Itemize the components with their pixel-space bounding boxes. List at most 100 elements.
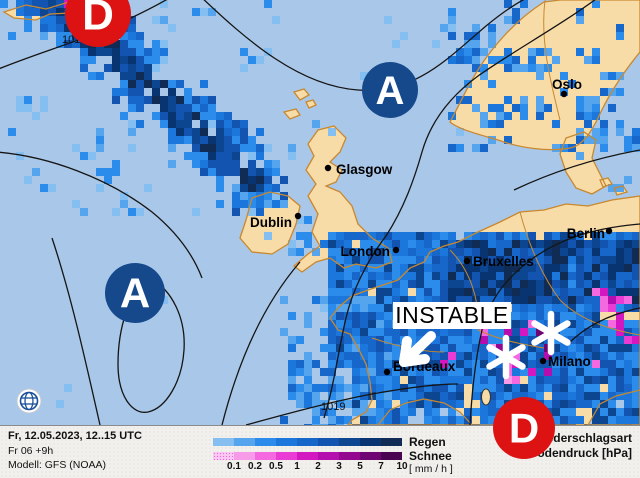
coastline [329, 195, 640, 425]
precip-cell [616, 416, 624, 424]
precip-cell [504, 0, 512, 8]
precip-cell [456, 368, 464, 376]
precip-cell [448, 232, 456, 240]
precip-cell [592, 48, 600, 56]
precip-cell [352, 312, 360, 320]
precip-cell [584, 352, 592, 360]
snow-scale-segment [276, 452, 297, 460]
precip-cell [488, 232, 496, 240]
precip-cell [176, 104, 184, 112]
precip-cell [128, 16, 136, 24]
precip-cell [368, 352, 376, 360]
precip-cell [624, 384, 632, 392]
precip-cell [408, 264, 416, 272]
precip-cell [0, 0, 8, 8]
precip-cell [528, 240, 536, 248]
precip-cell [536, 72, 544, 80]
precip-cell [624, 352, 632, 360]
precip-cell [240, 184, 248, 192]
precip-cell [480, 280, 488, 288]
precip-cell [344, 384, 352, 392]
precip-cell [584, 280, 592, 288]
precip-cell [608, 104, 616, 112]
precip-cell [416, 328, 424, 336]
precip-cell [584, 344, 592, 352]
precip-cell [560, 408, 568, 416]
precip-cell [480, 344, 488, 352]
precip-cell [328, 408, 336, 416]
snow-scale-segment [318, 452, 339, 460]
isobar-line [51, 237, 101, 425]
precip-cell [624, 256, 632, 264]
country-border [519, 211, 561, 301]
precip-cell [592, 304, 600, 312]
precip-cell [600, 344, 608, 352]
precip-cell [560, 144, 568, 152]
precip-cell [624, 344, 632, 352]
precip-cell [520, 264, 528, 272]
precip-cell [168, 128, 176, 136]
city-dot-dublin [294, 212, 302, 220]
snow-scale-segment [339, 452, 360, 460]
precip-cell [608, 288, 616, 296]
precip-cell [616, 248, 624, 256]
precip-cell [88, 72, 96, 80]
precip-cell [440, 360, 448, 368]
precip-cell [576, 376, 584, 384]
pressure-label: Bodendruck [hPa] [528, 446, 632, 460]
scale-tick-label: 0.5 [269, 461, 283, 472]
precip-cell [240, 192, 248, 200]
precip-cell [304, 216, 312, 224]
precip-cell [368, 336, 376, 344]
precip-cell [168, 112, 176, 120]
precip-cell [384, 376, 392, 384]
precip-cell [288, 312, 296, 320]
precip-cell [32, 112, 40, 120]
precip-cell [384, 328, 392, 336]
precip-cell [448, 8, 456, 16]
coastline [292, 125, 393, 273]
precip-cell [304, 320, 312, 328]
precip-cell [336, 320, 344, 328]
precip-cell [496, 256, 504, 264]
precip-cell [488, 80, 496, 88]
precip-cell [584, 120, 592, 128]
precip-cell [472, 104, 480, 112]
precip-cell [472, 368, 480, 376]
precip-cell [104, 40, 112, 48]
precip-cell [560, 328, 568, 336]
precip-cell [448, 416, 456, 424]
precip-cell [288, 240, 296, 248]
precip-cell [528, 248, 536, 256]
precip-cell [472, 280, 480, 288]
precip-cell [536, 360, 544, 368]
precip-cell [624, 336, 632, 344]
precip-cell [504, 48, 512, 56]
precip-cell [552, 336, 560, 344]
precip-cell [288, 248, 296, 256]
precip-cell [128, 96, 136, 104]
precip-cell [368, 344, 376, 352]
precip-cell [304, 240, 312, 248]
precip-cell [464, 360, 472, 368]
precip-cell [632, 344, 640, 352]
precip-cell [440, 368, 448, 376]
precip-cell [608, 392, 616, 400]
precip-cell [416, 248, 424, 256]
precip-cell [232, 168, 240, 176]
precip-cell [376, 296, 384, 304]
precip-cell [336, 312, 344, 320]
precip-cell [552, 56, 560, 64]
precip-cell [16, 8, 24, 16]
precip-cell [560, 392, 568, 400]
precip-cell [472, 56, 480, 64]
precip-cell [624, 264, 632, 272]
precip-cell [552, 264, 560, 272]
precip-cell [536, 312, 544, 320]
precip-cell [208, 112, 216, 120]
precip-cell [328, 344, 336, 352]
precip-cell [56, 32, 64, 40]
precip-cell [432, 336, 440, 344]
precip-cell [536, 280, 544, 288]
precip-cell [608, 408, 616, 416]
